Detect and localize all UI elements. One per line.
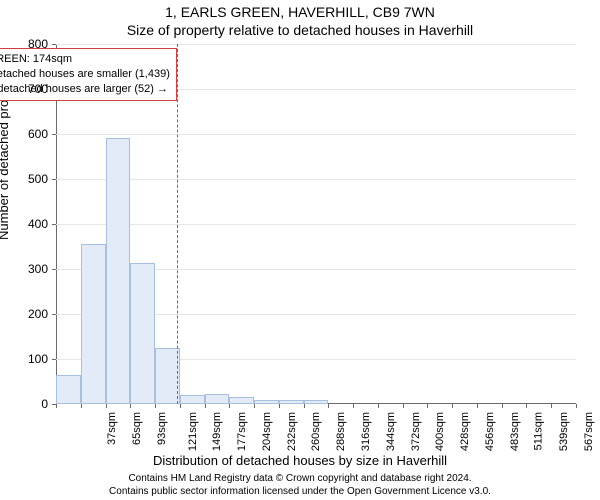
x-tick-label: 456sqm: [484, 412, 496, 451]
y-tick-mark: [52, 224, 56, 225]
x-tick-mark: [254, 404, 255, 408]
x-tick-label: 344sqm: [385, 412, 397, 451]
histogram-bar: [106, 138, 131, 404]
title-line-2: Size of property relative to detached ho…: [0, 22, 600, 38]
x-tick-label: 428sqm: [459, 412, 471, 451]
reference-line: [177, 44, 178, 404]
y-tick-mark: [52, 269, 56, 270]
y-tick-label: 500: [0, 172, 48, 186]
x-tick-label: 511sqm: [533, 412, 545, 450]
x-tick-mark: [56, 404, 57, 408]
y-tick-label: 300: [0, 262, 48, 276]
x-tick-mark: [403, 404, 404, 408]
x-tick-label: 37sqm: [106, 412, 118, 445]
histogram-bar: [56, 375, 81, 404]
gridline: [56, 224, 576, 225]
annotation-line-1: 1 EARLS GREEN: 174sqm: [0, 52, 170, 67]
y-tick-label: 100: [0, 352, 48, 366]
footnote-line-2: Contains public sector information licen…: [109, 486, 491, 497]
x-tick-label: 149sqm: [212, 412, 224, 451]
title-line-1: 1, EARLS GREEN, HAVERHILL, CB9 7WN: [0, 4, 600, 20]
x-tick-mark: [427, 404, 428, 408]
footnote-line-1: Contains HM Land Registry data © Crown c…: [128, 473, 471, 484]
y-tick-mark: [52, 179, 56, 180]
x-tick-label: 372sqm: [410, 412, 422, 451]
x-tick-mark: [155, 404, 156, 408]
y-tick-label: 700: [0, 82, 48, 96]
x-tick-mark: [106, 404, 107, 408]
x-tick-label: 93sqm: [156, 412, 168, 445]
x-tick-mark: [477, 404, 478, 408]
figure: 1, EARLS GREEN, HAVERHILL, CB9 7WN Size …: [0, 0, 600, 500]
histogram-bar: [279, 400, 304, 405]
y-tick-label: 600: [0, 127, 48, 141]
x-tick-mark: [81, 404, 82, 408]
x-tick-label: 260sqm: [311, 412, 323, 451]
x-tick-mark: [130, 404, 131, 408]
y-tick-label: 800: [0, 37, 48, 51]
x-tick-mark: [328, 404, 329, 408]
y-tick-mark: [52, 314, 56, 315]
y-tick-label: 400: [0, 217, 48, 231]
x-tick-mark: [551, 404, 552, 408]
plot-area: 1 EARLS GREEN: 174sqm← 96% of detached h…: [56, 44, 576, 404]
gridline: [56, 179, 576, 180]
x-tick-label: 65sqm: [131, 412, 143, 445]
x-tick-mark: [304, 404, 305, 408]
x-tick-mark: [378, 404, 379, 408]
x-tick-label: 288sqm: [335, 412, 347, 451]
x-tick-label: 316sqm: [360, 412, 372, 451]
x-tick-mark: [526, 404, 527, 408]
x-tick-label: 400sqm: [434, 412, 446, 451]
x-tick-mark: [279, 404, 280, 408]
x-tick-mark: [229, 404, 230, 408]
x-tick-mark: [180, 404, 181, 408]
histogram-bar: [180, 395, 205, 404]
x-tick-mark: [452, 404, 453, 408]
x-tick-label: 567sqm: [583, 412, 595, 451]
y-tick-mark: [52, 359, 56, 360]
histogram-bar: [254, 400, 279, 405]
x-tick-label: 483sqm: [509, 412, 521, 451]
x-tick-label: 232sqm: [286, 412, 298, 451]
histogram-bar: [304, 400, 329, 405]
histogram-bar: [205, 394, 230, 404]
y-tick-label: 200: [0, 307, 48, 321]
x-tick-label: 177sqm: [236, 412, 248, 451]
x-axis-label: Distribution of detached houses by size …: [0, 453, 600, 468]
x-tick-mark: [205, 404, 206, 408]
gridline: [56, 44, 576, 45]
x-tick-label: 121sqm: [187, 412, 199, 451]
x-tick-mark: [502, 404, 503, 408]
x-tick-label: 539sqm: [558, 412, 570, 451]
x-tick-mark: [576, 404, 577, 408]
annotation-line-2: ← 96% of detached houses are smaller (1,…: [0, 67, 170, 82]
x-tick-mark: [353, 404, 354, 408]
y-tick-mark: [52, 134, 56, 135]
histogram-bar: [229, 397, 254, 404]
x-tick-label: 204sqm: [261, 412, 273, 451]
y-tick-mark: [52, 44, 56, 45]
footnote: Contains HM Land Registry data © Crown c…: [0, 473, 600, 498]
histogram-bar: [81, 244, 106, 404]
histogram-bar: [155, 348, 180, 404]
histogram-bar: [130, 263, 155, 404]
y-tick-label: 0: [0, 397, 48, 411]
gridline: [56, 134, 576, 135]
